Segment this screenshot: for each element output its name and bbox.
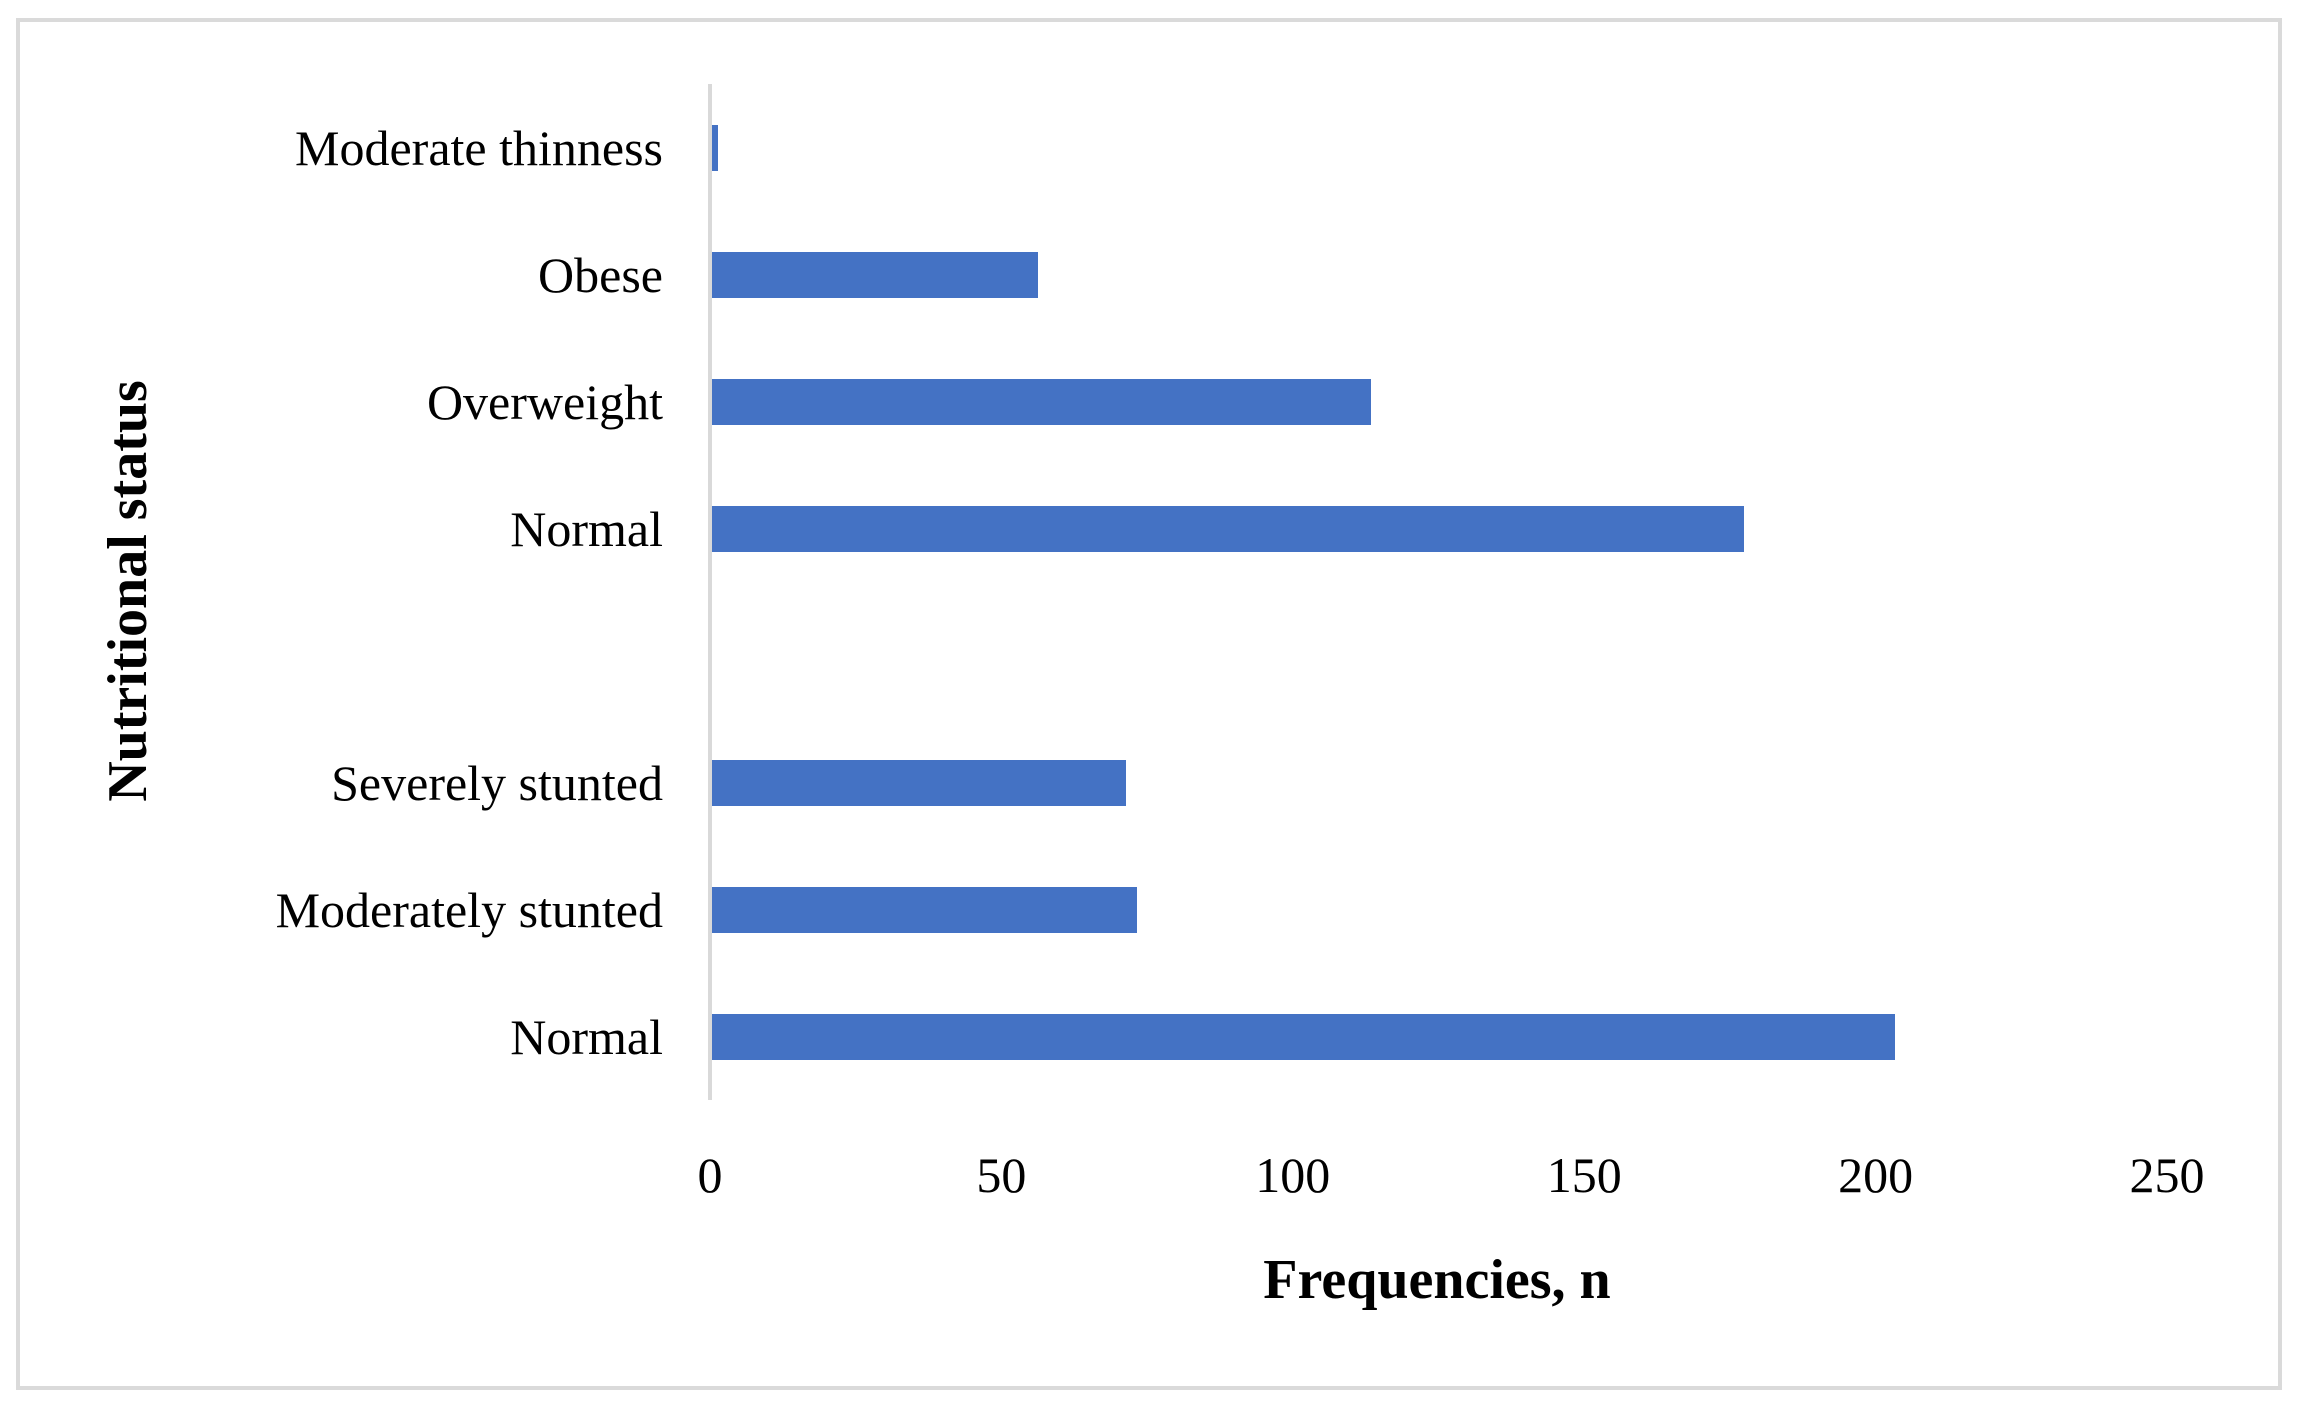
bar-severely-stunted — [712, 759, 1126, 806]
bar-moderately-stunted — [712, 886, 1137, 933]
y-axis-line — [708, 84, 712, 1100]
bar-moderate-thinness — [712, 124, 718, 171]
x-tick-0: 0 — [697, 1147, 723, 1203]
x-tick-100: 100 — [1255, 1147, 1331, 1203]
category-label-moderate-thinness: Moderate thinness — [295, 119, 663, 176]
category-label-severely-stunted: Severely stunted — [331, 754, 663, 811]
x-tick-200: 200 — [1838, 1147, 1914, 1203]
y-axis-title: Nutritional status — [97, 380, 159, 802]
chart-outer-border — [16, 18, 2282, 1390]
category-label-moderately-stunted: Moderately stunted — [275, 881, 663, 938]
bar-obese — [712, 251, 1038, 298]
category-label-normal: Normal — [510, 1008, 663, 1065]
category-label-overweight: Overweight — [426, 373, 663, 430]
category-label-normal: Normal — [510, 500, 663, 557]
bar-normal — [712, 505, 1744, 552]
x-axis-title: Frequencies, n — [1263, 1249, 1611, 1311]
x-tick-250: 250 — [2129, 1147, 2205, 1203]
x-tick-50: 50 — [976, 1147, 1027, 1203]
x-tick-150: 150 — [1546, 1147, 1622, 1203]
bar-overweight — [712, 378, 1371, 425]
category-label-blank — [20, 621, 663, 691]
category-label-obese: Obese — [538, 246, 663, 303]
bar-normal — [712, 1013, 1895, 1060]
